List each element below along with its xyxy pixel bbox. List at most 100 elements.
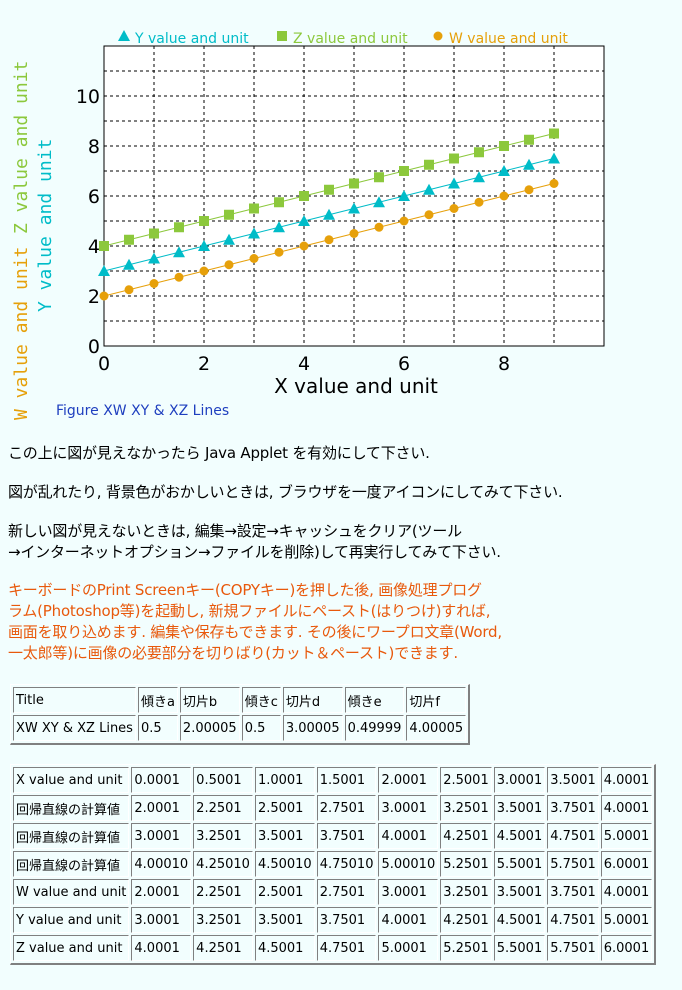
table-cell: 4.7501 (547, 823, 599, 849)
tick-labels: 0 2 4 6 8 0 2 4 6 8 10 (76, 86, 510, 375)
data-point (474, 147, 484, 158)
table-row: 回帰直線の計算値 2.0001 2.2501 2.5001 2.7501 3.0001 3.… (13, 795, 653, 821)
data-point (374, 222, 384, 232)
data-point (549, 128, 559, 139)
table-cell: 3.0001 (131, 907, 192, 933)
values-table: X value and unit 0.0001 0.5001 1.0001 1.5001… (10, 764, 657, 965)
y-tick-label: 0 (88, 336, 100, 358)
data-point (399, 166, 409, 176)
table-cell: 3.2501 (440, 795, 492, 821)
table-cell: 0.0001 (131, 767, 192, 793)
table-cell: 3.5001 (547, 767, 599, 793)
table-cell: 4.0001 (600, 795, 653, 821)
coefficients-table: Title 傾きa 切片b 傾きc 切片d 傾きe 切片f XW XY & XZ Lines 0… (10, 684, 471, 745)
table-cell: 3.0001 (493, 767, 546, 793)
data-point (274, 197, 284, 208)
data-point (449, 204, 459, 213)
legend-marker (277, 31, 287, 41)
table-cell: 4.2501 (193, 935, 253, 961)
y-tick-label: 10 (76, 86, 100, 108)
table-cell: 5.0001 (600, 907, 653, 933)
paragraph-line: ラム(Photoshop等)を起動し, 新規ファイルにペースト(はりつけ)すれば… (8, 602, 491, 620)
data-point (373, 196, 385, 208)
table-cell: 傾きa (137, 687, 178, 713)
table-cell: 傾きc (241, 687, 281, 713)
table-cell: 切片b (179, 687, 240, 713)
table-cell: 0.5001 (193, 767, 253, 793)
figure-caption: Figure XW XY & XZ Lines (56, 403, 230, 419)
table-cell: 4.5001 (493, 823, 546, 849)
data-point (523, 158, 535, 170)
table-row: Z value and unit 4.0001 4.2501 4.5001 4.7501… (13, 935, 653, 961)
table-cell: 4.0001 (600, 879, 653, 905)
table-cell: 0.5 (137, 715, 178, 741)
legend: Y value and unit Z value and unit W value … (118, 30, 568, 47)
table-cell: 1.5001 (316, 767, 377, 793)
data-point (98, 265, 110, 276)
data-point (124, 234, 134, 245)
table-cell: 3.5001 (493, 795, 546, 821)
data-point (149, 228, 159, 239)
table-cell: 4.50010 (254, 851, 315, 877)
data-point (424, 210, 434, 220)
table-cell: 2.7501 (316, 795, 377, 821)
table-cell: 2.5001 (440, 767, 492, 793)
table-cell: 4.0001 (378, 823, 439, 849)
data-point (223, 233, 235, 245)
table-row: Title 傾きa 切片b 傾きc 切片d 傾きe 切片f (13, 687, 467, 713)
row-header-cell: Z value and unit (13, 935, 130, 961)
data-point (123, 258, 135, 270)
y-axis-label-z: Z value and unit (11, 61, 32, 234)
data-point (249, 254, 259, 263)
table-cell: 3.2501 (193, 823, 253, 849)
y-tick-label: 8 (88, 136, 100, 158)
table-cell: 3.7501 (316, 823, 377, 849)
data-point (99, 241, 109, 251)
data-point (324, 184, 334, 195)
data-point (299, 191, 309, 201)
table-cell: 0.49999 (344, 715, 405, 741)
table-cell: 4.0001 (600, 767, 653, 793)
table-cell: 3.7501 (547, 795, 599, 821)
data-point (524, 185, 534, 195)
data-point (173, 246, 185, 258)
data-point (124, 285, 134, 295)
table-row: X value and unit 0.0001 0.5001 1.0001 1.5001… (13, 767, 653, 793)
paragraph-line: →インターネットオプション→ファイルを削除)して再実行してみて下さい. (8, 543, 501, 561)
row-header-cell: Title (13, 687, 136, 713)
table-cell: 6.0001 (600, 851, 653, 877)
paragraph-line: キーボードのPrint Screenキー(COPYキー)を押した後, 画像処理プ… (8, 581, 482, 599)
data-point (448, 177, 460, 189)
data-point (499, 191, 509, 201)
table-row: 回帰直線の計算値 4.00010 4.25010 4.50010 4.75010 5.00… (13, 851, 653, 877)
table-row: XW XY & XZ Lines 0.5 2.00005 0.5 3.00005 0.49… (13, 715, 467, 741)
table-cell: 4.7501 (316, 935, 377, 961)
x-axis-label: X value and unit (274, 374, 438, 398)
x-tick-label: 0 (98, 353, 110, 375)
table-cell: 3.2501 (440, 879, 492, 905)
table-row: Y value and unit 3.0001 3.2501 3.5001 3.7501… (13, 907, 653, 933)
table-cell: 切片d (282, 687, 343, 713)
data-point (198, 240, 210, 251)
data-point (498, 165, 510, 176)
table-cell: 4.0001 (131, 935, 192, 961)
data-point (424, 159, 434, 170)
x-tick-label: 8 (498, 353, 510, 375)
data-point (273, 221, 285, 233)
data-point (524, 134, 534, 145)
series-layer (98, 128, 560, 301)
table-cell: 3.5001 (254, 823, 315, 849)
table-cell: 3.0001 (378, 879, 439, 905)
data-point (199, 216, 209, 226)
table-cell: 3.0001 (378, 795, 439, 821)
table-cell: 3.5001 (493, 879, 546, 905)
table-cell: 3.7501 (547, 879, 599, 905)
table-cell: 5.0001 (600, 823, 653, 849)
data-point (148, 252, 160, 264)
table-cell: 5.2501 (440, 851, 492, 877)
table-cell: 3.2501 (193, 907, 253, 933)
data-point (398, 190, 410, 201)
data-point (224, 209, 234, 220)
data-point (323, 208, 335, 220)
